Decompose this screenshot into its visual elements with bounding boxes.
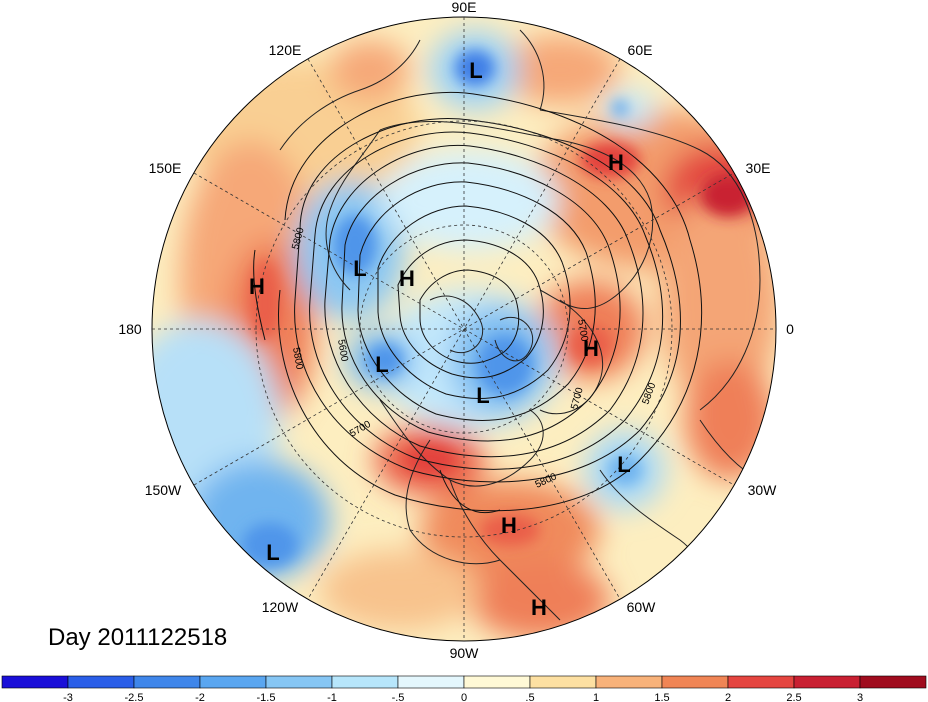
date-label: Day 2011122518: [48, 624, 227, 651]
colorbar-segment: [133, 675, 201, 689]
pressure-center-high: H: [531, 595, 547, 620]
pressure-center-low: L: [469, 58, 482, 83]
colorbar-tick-label: 1.5: [654, 692, 669, 702]
temperature-anomaly-field: [152, 17, 776, 641]
colorbar-segment: [331, 675, 399, 689]
lon-label-30e: 30E: [746, 160, 771, 176]
colorbar-tick-label: -2.5: [125, 692, 144, 702]
colorbar-tick-label: -1: [327, 692, 337, 702]
colorbar-tick-label: -.5: [392, 692, 405, 702]
pressure-center-high: H: [399, 266, 415, 291]
lon-label-120e: 120E: [269, 42, 302, 58]
lon-label-0: 0: [786, 321, 794, 337]
colorbar-tick-label: 0: [461, 692, 467, 702]
colorbar-segment: [199, 675, 267, 689]
colorbar-tick-label: 3: [857, 692, 863, 702]
colorbar-segment: [793, 675, 861, 689]
contour-label: 5700: [575, 319, 590, 343]
pressure-center-high: H: [249, 274, 265, 299]
lon-label-150e: 150E: [149, 160, 182, 176]
height-contours: [253, 91, 703, 514]
colorbar-segment: [529, 675, 597, 689]
lon-label-120w: 120W: [262, 599, 299, 615]
lon-label-180: 180: [118, 321, 142, 337]
colorbar-tick-label: -2: [195, 692, 205, 702]
pressure-centers: L H L H H L H L L H L H: [249, 58, 631, 620]
pressure-center-low: L: [476, 383, 489, 408]
colorbar-tick-label: 2: [725, 692, 731, 702]
colorbar-segment: [1, 675, 69, 689]
pressure-center-high: H: [501, 513, 517, 538]
colorbar-tick-label: -1.5: [257, 692, 276, 702]
lon-label-30w: 30W: [748, 482, 778, 498]
longitude-labels: 90E 120E 60E 150E 30E 180 0 150W 30W 120…: [118, 0, 794, 661]
colorbar-tick-label: -3: [63, 692, 73, 702]
graticule: [152, 17, 776, 641]
pressure-center-low: L: [266, 540, 279, 565]
colorbar-tick-label: 1: [593, 692, 599, 702]
colorbar-segment: [661, 675, 729, 689]
pressure-center-low: L: [353, 256, 366, 281]
pressure-center-high: H: [583, 336, 599, 361]
lon-label-90w: 90W: [450, 645, 480, 661]
colorbar-segment: [859, 675, 927, 689]
colorbar-segment: [595, 675, 663, 689]
lon-label-60w: 60W: [627, 599, 657, 615]
colorbar: -3 -2.5 -2 -1.5 -1 -.5 0 .5 1 1.5 2 2.5 3: [1, 675, 927, 702]
colorbar-segment: [397, 675, 465, 689]
lon-label-150w: 150W: [145, 482, 182, 498]
pressure-center-low: L: [617, 452, 630, 477]
contour-label: 5800: [290, 347, 305, 371]
pressure-center-high: H: [608, 150, 624, 175]
colorbar-tick-label: 2.5: [786, 692, 801, 702]
pressure-center-low: L: [375, 352, 388, 377]
colorbar-segment: [67, 675, 135, 689]
lon-label-60e: 60E: [628, 42, 653, 58]
colorbar-tick-label: .5: [525, 692, 534, 702]
colorbar-segment: [265, 675, 333, 689]
lon-label-90e: 90E: [452, 0, 477, 15]
contour-label: 5600: [335, 339, 350, 363]
colorbar-segment: [463, 675, 531, 689]
colorbar-segment: [727, 675, 795, 689]
